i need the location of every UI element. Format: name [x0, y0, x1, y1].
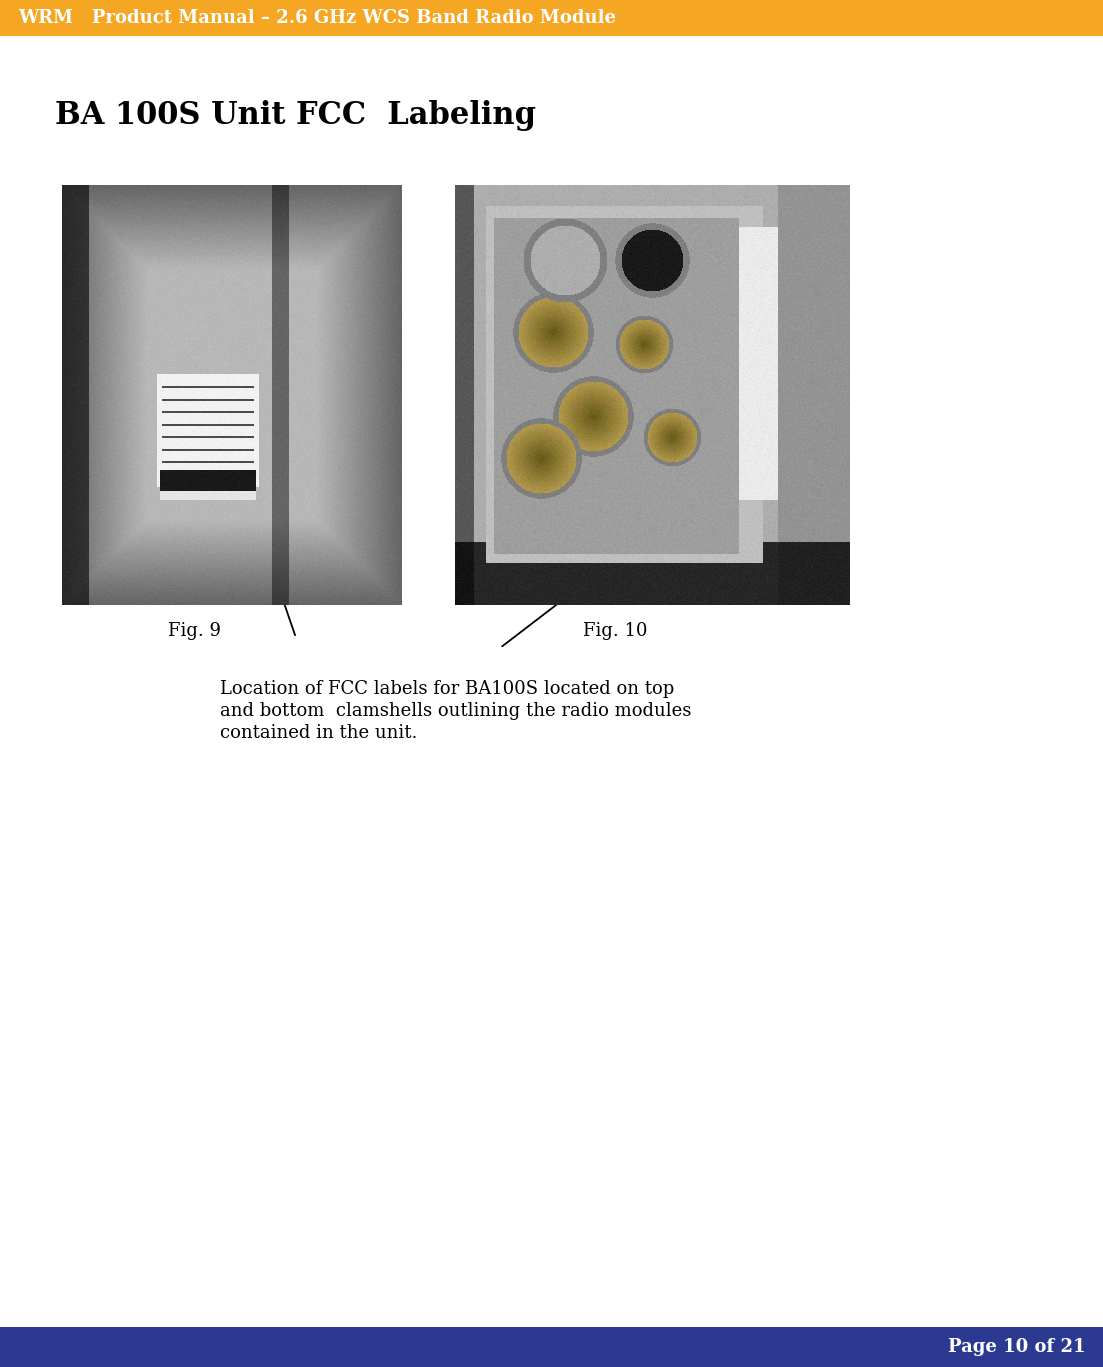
Text: contained in the unit.: contained in the unit. [219, 725, 417, 742]
Bar [0, 0, 1103, 36]
Text: Page 10 of 21: Page 10 of 21 [947, 1338, 1085, 1356]
Text: Location of FCC labels for BA100S located on top: Location of FCC labels for BA100S locate… [219, 679, 674, 699]
Text: BA 100S Unit FCC  Labeling: BA 100S Unit FCC Labeling [55, 100, 536, 131]
Text: Fig. 9: Fig. 9 [169, 622, 222, 640]
Text: and bottom  clamshells outlining the radio modules: and bottom clamshells outlining the radi… [219, 703, 692, 720]
Bar [0, 1327, 1103, 1367]
Text: Fig. 10: Fig. 10 [582, 622, 647, 640]
Text: WRM   Product Manual – 2.6 GHz WCS Band Radio Module: WRM Product Manual – 2.6 GHz WCS Band Ra… [18, 10, 615, 27]
